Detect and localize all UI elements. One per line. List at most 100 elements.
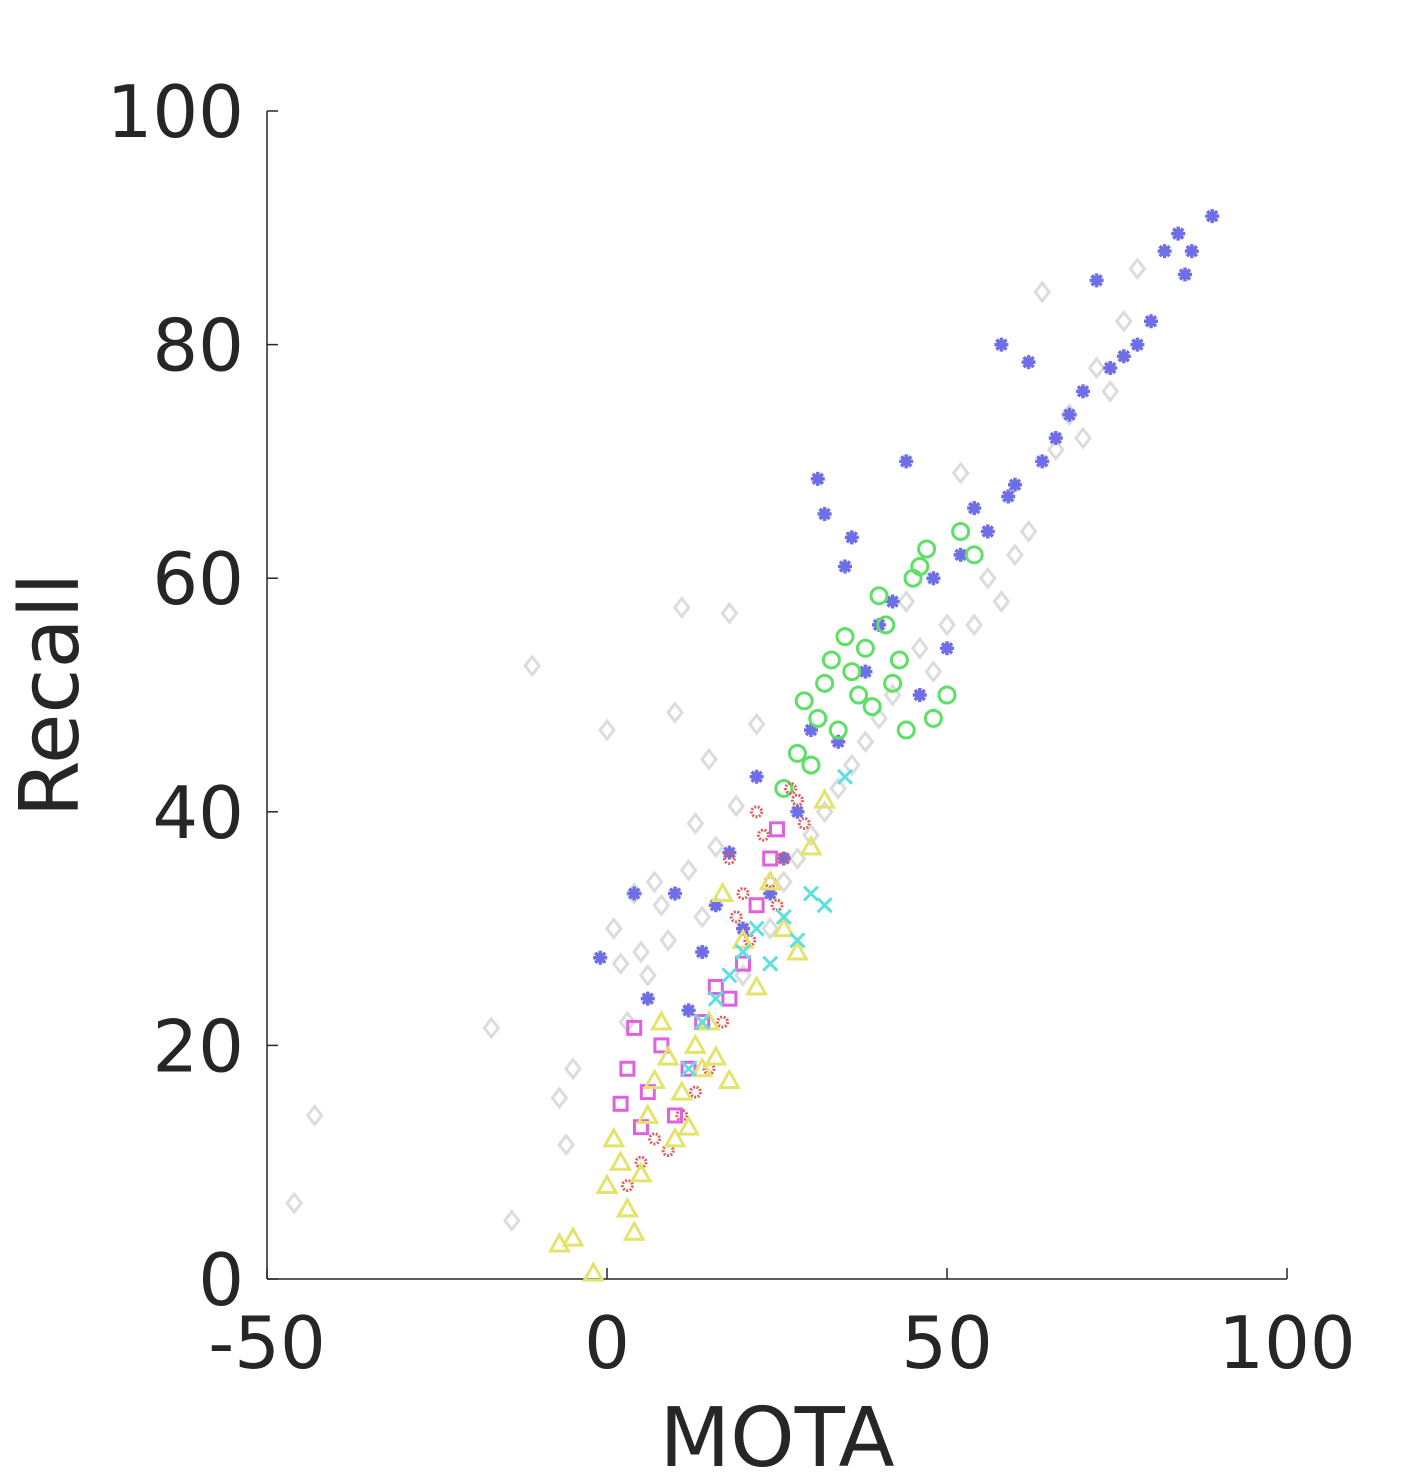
diamond-marker — [604, 917, 623, 941]
x-marker — [802, 885, 820, 902]
triangle-marker — [615, 1196, 639, 1218]
asterisk-marker — [1062, 407, 1077, 422]
asterisk-marker — [708, 898, 723, 913]
diamond-marker — [978, 566, 997, 590]
triangle-marker — [609, 1150, 633, 1171]
flower-marker — [688, 1085, 702, 1099]
diamond-marker — [659, 928, 678, 952]
asterisk-marker — [640, 991, 655, 1006]
circle-marker — [849, 685, 869, 705]
asterisk-marker — [804, 723, 818, 738]
asterisk-marker — [593, 950, 608, 965]
diamond-marker — [1046, 438, 1065, 462]
diamond-marker — [502, 1209, 521, 1233]
diamond-marker — [1019, 520, 1038, 543]
triangle-marker — [643, 1068, 667, 1089]
diamond-marker — [672, 595, 691, 619]
asterisk-marker — [1076, 384, 1090, 399]
triangle-marker — [731, 928, 755, 949]
square-marker — [762, 850, 779, 867]
diamond-marker — [632, 940, 650, 964]
square-marker — [680, 1060, 697, 1077]
x-marker — [680, 1060, 697, 1077]
asterisk-marker — [831, 734, 846, 749]
triangle-marker — [602, 1126, 626, 1148]
flower-marker — [736, 887, 750, 901]
diamond-marker — [842, 753, 861, 777]
diamond-marker — [1006, 543, 1024, 567]
circle-marker — [923, 708, 943, 728]
asterisk-marker — [1103, 360, 1118, 375]
x-ticks: -50 0 50 100 — [208, 1268, 1356, 1385]
triangle-marker — [629, 1161, 653, 1183]
diamond-marker — [305, 1104, 324, 1127]
x-marker — [816, 897, 833, 914]
triangle-marker — [622, 1220, 646, 1241]
asterisk-marker — [926, 571, 941, 586]
circle-marker — [896, 720, 916, 740]
data-points — [285, 209, 1220, 1282]
circle-marker — [774, 778, 794, 798]
asterisk-marker — [681, 1003, 696, 1018]
x-marker — [762, 955, 779, 972]
diamond-marker — [965, 613, 984, 637]
asterisk-marker — [749, 769, 764, 784]
circle-marker — [862, 697, 882, 717]
circle-marker — [910, 557, 930, 577]
asterisk-marker — [810, 471, 825, 486]
circle-marker — [821, 650, 841, 670]
x-marker — [836, 768, 854, 785]
flower-marker — [648, 1132, 662, 1146]
asterisk-marker — [1021, 355, 1036, 370]
x-marker — [789, 932, 806, 949]
square-marker — [748, 897, 765, 914]
circle-marker — [794, 691, 814, 711]
triangle-marker — [656, 1045, 680, 1066]
asterisk-marker — [1035, 454, 1050, 469]
diamond-marker — [564, 1057, 582, 1081]
diamond-marker — [666, 701, 684, 724]
circle-marker — [917, 539, 937, 559]
diamond-marker — [1033, 280, 1052, 304]
triangle-marker — [772, 916, 796, 938]
diamond-marker — [652, 893, 671, 917]
flower-marker — [620, 1179, 634, 1193]
diamond-marker — [727, 794, 746, 818]
diamond-marker — [1128, 257, 1147, 281]
circle-marker — [801, 755, 821, 775]
triangle-marker — [670, 1080, 694, 1101]
circle-marker — [855, 638, 875, 658]
x-tick-label: -50 — [208, 1301, 326, 1385]
asterisk-marker — [940, 641, 954, 656]
circle-marker — [937, 685, 957, 705]
square-marker — [619, 1060, 636, 1077]
flower-marker — [729, 910, 743, 924]
x-marker — [734, 943, 752, 961]
triangle-marker — [561, 1226, 585, 1247]
asterisk-marker — [838, 559, 852, 574]
triangle-marker — [813, 788, 837, 809]
triangle-marker — [799, 834, 823, 856]
circle-marker — [842, 662, 862, 682]
diamond-marker — [883, 683, 902, 707]
y-axis-title: Recall — [3, 573, 98, 818]
circle-marker — [964, 545, 984, 565]
asterisk-marker — [912, 688, 927, 702]
diamond-marker — [951, 461, 970, 485]
diamond-marker — [856, 730, 875, 754]
x-marker — [694, 1013, 711, 1031]
diamond-marker — [897, 590, 916, 614]
y-tick-label: 0 — [198, 1238, 244, 1322]
flower-marker — [770, 898, 784, 912]
asterisk-marker — [1001, 489, 1016, 504]
asterisk-marker — [1144, 314, 1158, 329]
diamond-marker — [638, 963, 657, 987]
square-marker — [626, 1019, 643, 1036]
circle-marker — [815, 673, 835, 693]
circle-marker — [787, 743, 807, 763]
asterisk-marker — [967, 501, 982, 516]
flower-marker — [756, 828, 770, 842]
triangle-marker — [649, 1009, 673, 1031]
